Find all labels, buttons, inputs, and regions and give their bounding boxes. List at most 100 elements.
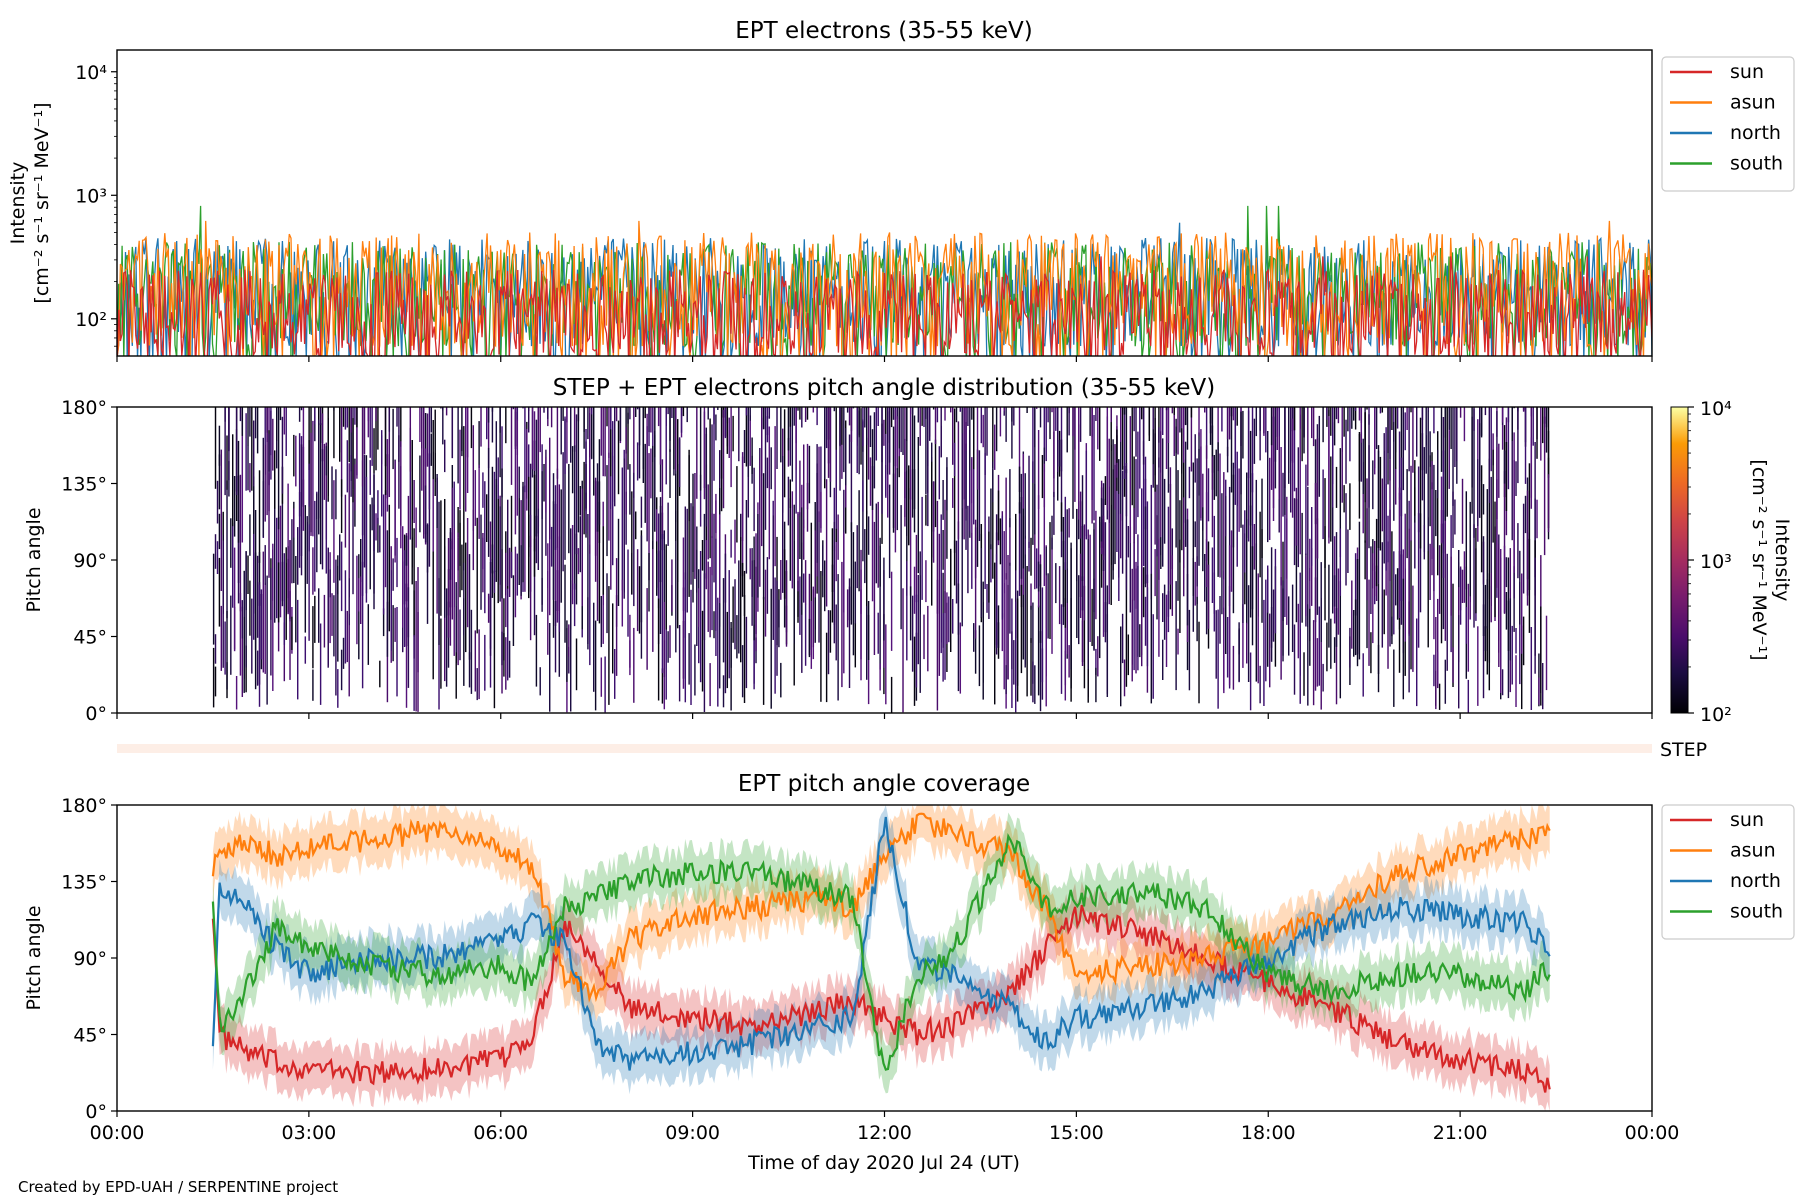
heat-cell: [484, 481, 486, 614]
heat-cell: [1440, 523, 1443, 644]
heat-cell: [1202, 473, 1204, 531]
heat-cell: [409, 407, 412, 472]
heat-cell: [522, 481, 524, 583]
series-line-asun: [211, 812, 1551, 1003]
heat-cell: [627, 549, 629, 637]
heat-cell: [340, 479, 343, 533]
heat-cell: [1259, 665, 1261, 704]
heat-cell: [445, 407, 448, 416]
heat-cell: [577, 548, 580, 575]
heat-cell: [892, 407, 895, 420]
heat-cell: [312, 547, 314, 595]
heat-cell: [1473, 408, 1475, 538]
heat-cell: [971, 407, 973, 420]
heat-cell: [251, 598, 253, 674]
heat-cell: [358, 578, 360, 612]
heat-cell: [1383, 433, 1385, 530]
heat-cell: [994, 562, 996, 705]
heat-cell: [650, 448, 652, 499]
heat-cell: [761, 407, 763, 476]
heat-cell: [1034, 407, 1036, 535]
heat-cell: [636, 407, 639, 410]
heat-cell: [241, 606, 244, 697]
heat-cell: [1454, 407, 1456, 467]
heat-cell: [1259, 407, 1261, 461]
heat-cell: [1452, 647, 1454, 683]
heat-cell: [264, 444, 266, 522]
heat-cell: [533, 474, 536, 577]
heat-cell: [1093, 415, 1095, 521]
heat-cell: [1003, 407, 1005, 412]
heat-cell: [866, 510, 868, 650]
heat-cell: [862, 480, 864, 512]
heat-cell: [1507, 557, 1510, 651]
heat-cell: [304, 636, 307, 664]
heat-cell: [1440, 407, 1443, 472]
heat-cell: [992, 469, 994, 579]
heat-cell: [1425, 407, 1427, 446]
heat-cell: [812, 407, 815, 413]
heat-cell: [1226, 446, 1229, 473]
heat-cell: [1435, 617, 1437, 710]
heat-cell: [233, 606, 236, 650]
heat-cell: [468, 652, 471, 688]
heat-cell: [1215, 610, 1217, 679]
heat-cell: [934, 439, 937, 528]
heat-cell: [804, 560, 807, 605]
heat-cell: [1442, 450, 1445, 578]
heat-cell: [1404, 513, 1406, 642]
heat-cell: [766, 416, 769, 443]
heat-cell: [1387, 515, 1389, 563]
heat-cell: [963, 407, 965, 540]
heat-cell: [1389, 407, 1391, 481]
heat-cell: [1225, 516, 1227, 654]
heat-cell: [908, 465, 910, 546]
heat-cell: [1330, 618, 1332, 669]
heat-cell: [1209, 407, 1212, 445]
heat-cell: [799, 460, 801, 516]
heat-cell: [291, 616, 293, 650]
heat-cell: [434, 409, 436, 496]
heat-cell: [709, 663, 711, 707]
heat-cell: [249, 463, 251, 493]
heat-cell: [510, 551, 513, 579]
heat-cell: [890, 571, 893, 651]
heat-cell: [212, 647, 215, 708]
heat-cell: [635, 511, 637, 540]
heat-cell: [413, 528, 415, 659]
heat-cell: [627, 407, 629, 424]
heat-cell: [493, 471, 496, 593]
heat-cell: [245, 551, 247, 611]
heat-cell: [1213, 515, 1216, 632]
heat-cell: [1020, 584, 1023, 674]
heat-cell: [892, 426, 895, 533]
heat-cell: [453, 527, 455, 656]
heat-cell: [549, 437, 551, 540]
heat-cell: [247, 445, 249, 491]
heat-cell: [715, 538, 717, 656]
heat-cell: [1366, 478, 1368, 601]
heat-cell: [251, 407, 253, 491]
heat-cell: [675, 407, 677, 471]
heat-cell: [873, 521, 876, 655]
heat-cell: [396, 407, 398, 427]
heat-cell: [925, 407, 927, 495]
heat-cell: [1066, 407, 1068, 453]
y-tick-label: 0°: [85, 703, 107, 725]
heat-cell: [1461, 478, 1464, 544]
heat-cell: [375, 407, 377, 471]
heat-cell: [1542, 407, 1544, 444]
heat-cell: [1339, 528, 1342, 596]
heat-cell: [589, 413, 591, 544]
heat-cell: [608, 407, 610, 458]
heat-cell: [272, 418, 274, 471]
heat-cell: [1333, 575, 1336, 607]
heat-cell: [276, 517, 278, 619]
heat-cell: [1274, 407, 1277, 489]
heat-cell: [571, 446, 574, 494]
heat-cell: [235, 676, 238, 710]
heat-cell: [1053, 491, 1055, 535]
heat-cell: [665, 544, 667, 630]
heat-cell: [1091, 588, 1093, 646]
heat-cell: [1450, 556, 1452, 616]
